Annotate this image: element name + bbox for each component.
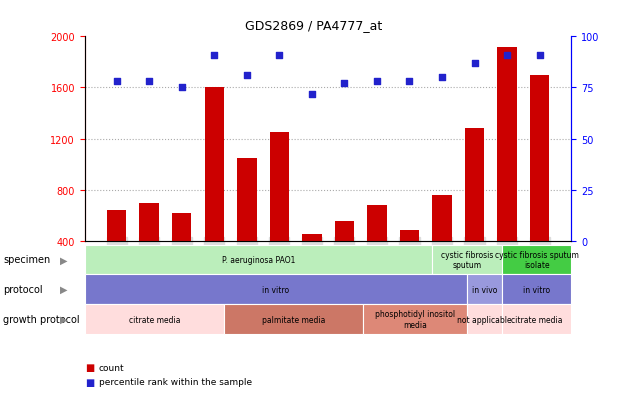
Bar <box>269 133 289 293</box>
Text: ▶: ▶ <box>60 314 67 324</box>
Bar <box>465 129 484 293</box>
Text: citrate media: citrate media <box>129 315 180 324</box>
Text: protocol: protocol <box>3 285 43 294</box>
Bar <box>237 159 257 293</box>
Text: ▶: ▶ <box>60 285 67 294</box>
Text: in vitro: in vitro <box>263 285 290 294</box>
Point <box>470 60 480 67</box>
Point <box>176 85 187 92</box>
Text: count: count <box>99 363 124 372</box>
Bar <box>367 206 387 293</box>
Point <box>307 91 317 98</box>
Point <box>534 52 544 59</box>
Point <box>144 79 154 85</box>
Text: in vivo: in vivo <box>472 285 497 294</box>
Text: P. aeruginosa PAO1: P. aeruginosa PAO1 <box>222 255 295 264</box>
Bar <box>530 76 550 293</box>
Text: palmitate media: palmitate media <box>262 315 325 324</box>
Text: specimen: specimen <box>3 255 50 265</box>
Text: GDS2869 / PA4777_at: GDS2869 / PA4777_at <box>246 19 382 31</box>
Bar <box>107 211 126 293</box>
Point <box>209 52 219 59</box>
Point <box>372 79 382 85</box>
Point <box>242 73 252 79</box>
Text: citrate media: citrate media <box>511 315 563 324</box>
Text: phosphotidyl inositol
media: phosphotidyl inositol media <box>375 310 455 329</box>
Point <box>112 79 122 85</box>
Bar <box>335 221 354 293</box>
Text: ▶: ▶ <box>60 255 67 265</box>
Point <box>274 52 284 59</box>
Bar <box>205 88 224 293</box>
Bar <box>172 214 192 293</box>
Point <box>437 75 447 81</box>
Text: percentile rank within the sample: percentile rank within the sample <box>99 377 252 387</box>
Text: in vitro: in vitro <box>523 285 550 294</box>
Text: cystic fibrosis sputum
isolate: cystic fibrosis sputum isolate <box>495 250 578 269</box>
Point <box>404 79 414 85</box>
Bar <box>497 47 517 293</box>
Text: ■: ■ <box>85 377 94 387</box>
Bar <box>302 234 322 293</box>
Bar <box>139 203 159 293</box>
Text: cystic fibrosis
sputum: cystic fibrosis sputum <box>441 250 494 269</box>
Text: ■: ■ <box>85 363 94 373</box>
Text: not applicable: not applicable <box>457 315 512 324</box>
Text: growth protocol: growth protocol <box>3 314 80 324</box>
Bar <box>432 196 452 293</box>
Point <box>502 52 512 59</box>
Bar <box>399 230 420 293</box>
Point <box>339 81 349 88</box>
